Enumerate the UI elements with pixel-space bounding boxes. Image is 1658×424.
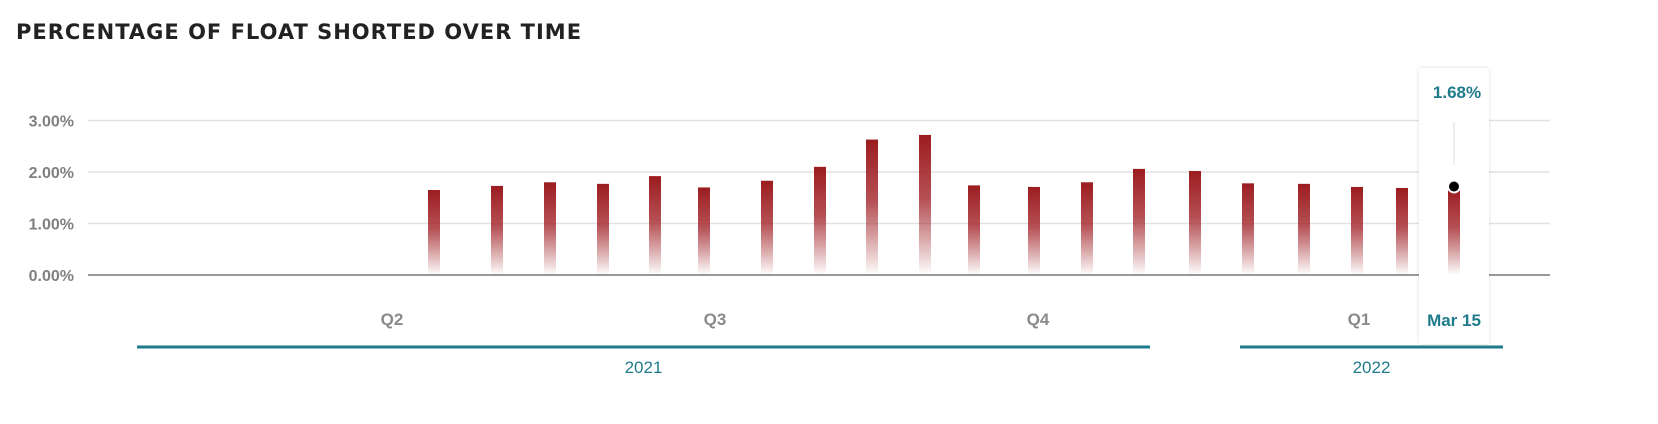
bar: [814, 166, 826, 275]
bar: [597, 183, 609, 275]
bar: [1448, 188, 1460, 275]
tooltip-value: 1.68%: [1433, 83, 1481, 102]
year-label: 2022: [1353, 358, 1391, 377]
year-label: 2021: [625, 358, 663, 377]
bar: [1351, 186, 1363, 275]
bar: [761, 180, 773, 275]
bar: [1189, 170, 1201, 275]
y-tick-label: 2.00%: [29, 165, 74, 182]
bar: [866, 139, 878, 275]
bar: [1133, 168, 1145, 275]
tooltip-content: 1.68% Mar 15: [1427, 83, 1481, 330]
bar: [1081, 182, 1093, 275]
bar: [649, 176, 661, 275]
chart-title: PERCENTAGE OF FLOAT SHORTED OVER TIME: [16, 20, 583, 44]
y-tick-label: 0.00%: [29, 268, 74, 285]
bar: [1298, 183, 1310, 275]
bar: [1242, 183, 1254, 275]
quarter-label: Q1: [1348, 310, 1371, 329]
bar: [698, 187, 710, 275]
bar: [968, 185, 980, 275]
y-tick-label: 1.00%: [29, 217, 74, 234]
quarter-label: Q3: [704, 310, 727, 329]
y-axis: 0.00% 1.00% 2.00% 3.00%: [29, 114, 74, 286]
bar: [1396, 187, 1408, 275]
bar: [491, 185, 503, 275]
y-tick-label: 3.00%: [29, 114, 74, 131]
bar: [428, 190, 440, 275]
tooltip-marker: [1447, 179, 1461, 194]
bar: [544, 182, 556, 275]
tooltip-date: Mar 15: [1427, 311, 1481, 330]
year-axis: 2021 2022: [137, 345, 1503, 377]
bar: [919, 134, 931, 275]
quarter-label: Q2: [381, 310, 404, 329]
bar: [1028, 186, 1040, 275]
bar-series: [428, 134, 1460, 275]
quarter-axis: Q2 Q3 Q4 Q1: [381, 310, 1371, 329]
quarter-label: Q4: [1027, 310, 1050, 329]
